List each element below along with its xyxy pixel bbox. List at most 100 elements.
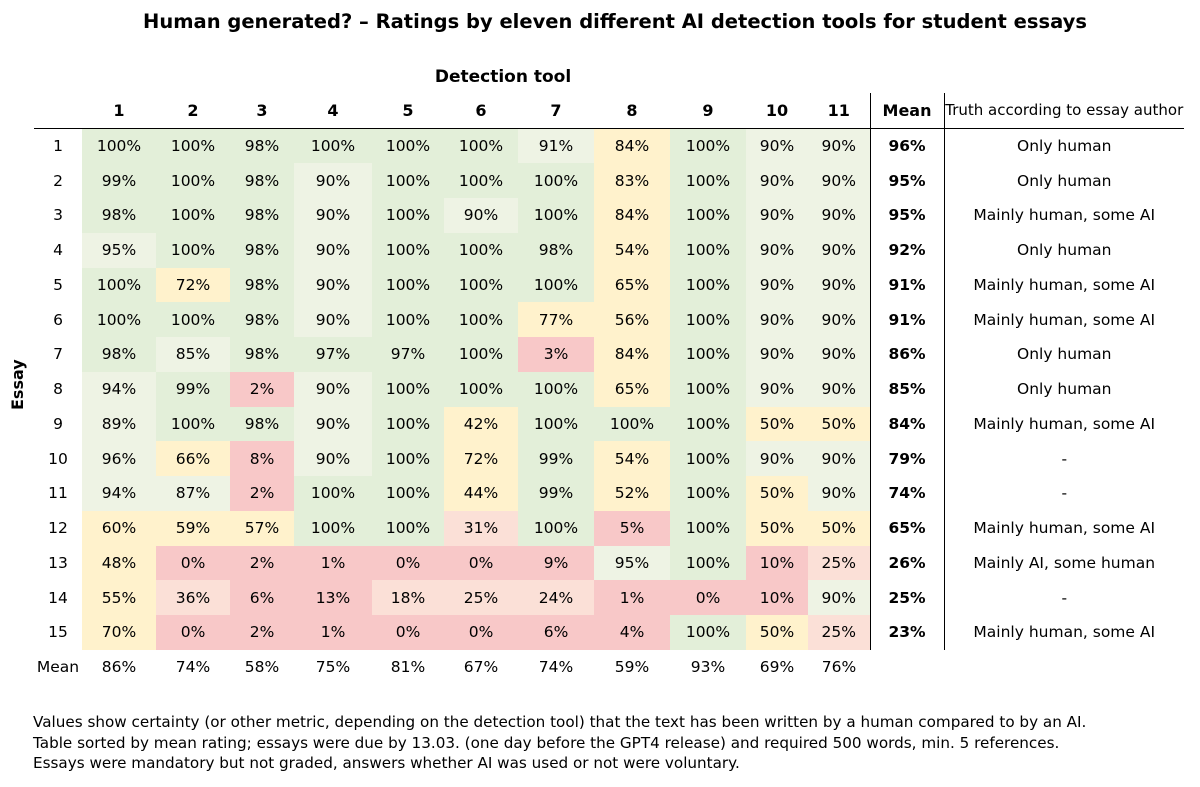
heat-cell: 54% [594, 232, 670, 268]
heat-cell: 100% [156, 302, 230, 337]
heat-cell: 90% [808, 441, 870, 476]
heat-cell: 100% [670, 371, 746, 407]
heat-cell: 90% [444, 198, 518, 233]
heat-cell: 10% [746, 580, 808, 615]
heat-cell: 90% [294, 302, 372, 337]
row-label: 1 [53, 137, 63, 156]
row-label: 2 [53, 171, 63, 190]
column-header: 5 [372, 93, 444, 129]
column-mean: 81% [390, 658, 426, 677]
heat-cell: 1% [294, 615, 372, 650]
heat-cell: 100% [82, 267, 156, 303]
column-means-label: Mean [36, 658, 80, 677]
footnote-line: Table sorted by mean rating; essays were… [33, 733, 1060, 752]
table-row: 12 60% 59% 57% 100% 100% 31% 100% 5% 100% 50% 50% 65… [34, 510, 1184, 546]
heat-cell: 3% [518, 337, 594, 372]
truth-cell: Mainly human, some AI [973, 414, 1156, 433]
truth-cell: Mainly human, some AI [973, 206, 1156, 225]
heat-cell: 72% [156, 267, 230, 303]
heat-cell: 6% [230, 580, 294, 615]
heat-cell: 100% [156, 198, 230, 233]
column-mean: 69% [759, 658, 795, 677]
heat-cell: 77% [518, 302, 594, 337]
heat-cell: 90% [294, 198, 372, 233]
heat-cell: 94% [82, 476, 156, 511]
row-mean: 74% [869, 476, 945, 511]
column-mean: 93% [690, 658, 726, 677]
column-header: 2 [156, 93, 230, 129]
column-header: 4 [294, 93, 372, 129]
heat-cell: 98% [230, 302, 294, 337]
column-mean: 75% [315, 658, 351, 677]
row-mean: 25% [869, 580, 945, 615]
heat-cell: 100% [294, 510, 372, 546]
truth-cell: Mainly human, some AI [973, 623, 1156, 642]
heat-cell: 100% [372, 198, 444, 233]
heat-cell: 90% [808, 163, 870, 198]
heat-cell: 100% [670, 545, 746, 581]
heat-cell: 90% [746, 232, 808, 268]
truth-cell: Mainly AI, some human [973, 553, 1156, 572]
truth-cell: Only human [1017, 380, 1112, 399]
heat-cell: 65% [594, 267, 670, 303]
heat-cell: 100% [444, 337, 518, 372]
heat-cell: 100% [372, 441, 444, 476]
heat-cell: 100% [670, 441, 746, 476]
heat-cell: 55% [82, 580, 156, 615]
heat-cell: 6% [518, 615, 594, 650]
heat-cell: 99% [156, 371, 230, 407]
truth-cell: Only human [1017, 241, 1112, 260]
corner-cell [34, 93, 82, 129]
column-header: 1 [82, 93, 156, 129]
heat-cell: 70% [82, 615, 156, 650]
heat-cell: 66% [156, 441, 230, 476]
heat-cell: 90% [746, 441, 808, 476]
heat-cell: 89% [82, 406, 156, 442]
table-row: 2 99% 100% 98% 90% 100% 100% 100% 83% 100% 90% 90% 9… [34, 163, 1184, 198]
heat-cell: 90% [746, 302, 808, 337]
row-label: 9 [53, 414, 63, 433]
column-group-label: Detection tool [434, 67, 572, 87]
row-label: 4 [53, 241, 63, 260]
heat-cell: 84% [594, 337, 670, 372]
row-mean: 96% [869, 128, 945, 164]
heat-cell: 0% [156, 545, 230, 581]
table-row: 11 94% 87% 2% 100% 100% 44% 99% 52% 100% 50% 90% 74%… [34, 476, 1184, 511]
column-mean: 58% [244, 658, 280, 677]
heat-cell: 100% [82, 302, 156, 337]
row-mean: 84% [869, 406, 945, 442]
heat-cell: 84% [594, 198, 670, 233]
heat-cell: 100% [518, 198, 594, 233]
heat-cell: 50% [808, 406, 870, 442]
footnotes: Values show certainty (or other metric, … [33, 712, 1198, 774]
row-label: 14 [48, 588, 68, 607]
heat-cell: 25% [808, 545, 870, 581]
table-row: 3 98% 100% 98% 90% 100% 90% 100% 84% 100% 90% 90% 95… [34, 198, 1184, 233]
row-mean: 86% [869, 337, 945, 372]
heat-cell: 100% [156, 163, 230, 198]
row-label: 10 [48, 449, 68, 468]
heat-cell: 100% [82, 128, 156, 164]
heat-cell: 98% [230, 128, 294, 164]
header-row: 1 2 3 4 5 6 7 8 9 10 11 Mean Truth accor… [34, 93, 1184, 129]
heat-cell: 90% [808, 371, 870, 407]
chart-title: Human generated? – Ratings by eleven dif… [143, 10, 1087, 33]
heat-cell: 9% [518, 545, 594, 581]
truth-column-header: Truth according to essay author [944, 93, 1184, 129]
heat-cell: 13% [294, 580, 372, 615]
heat-cell: 24% [518, 580, 594, 615]
heat-cell: 2% [230, 371, 294, 407]
column-mean: 74% [538, 658, 574, 677]
empty-cell [944, 650, 1184, 685]
row-label: 13 [48, 553, 68, 572]
heat-cell: 99% [518, 476, 594, 511]
heat-cell: 1% [294, 545, 372, 581]
heat-cell: 100% [372, 232, 444, 268]
heat-cell: 50% [746, 510, 808, 546]
row-mean: 23% [869, 615, 945, 650]
column-header: 7 [518, 93, 594, 129]
heat-cell: 100% [670, 476, 746, 511]
heat-cell: 44% [444, 476, 518, 511]
heat-cell: 98% [82, 337, 156, 372]
column-header: 10 [746, 93, 808, 129]
